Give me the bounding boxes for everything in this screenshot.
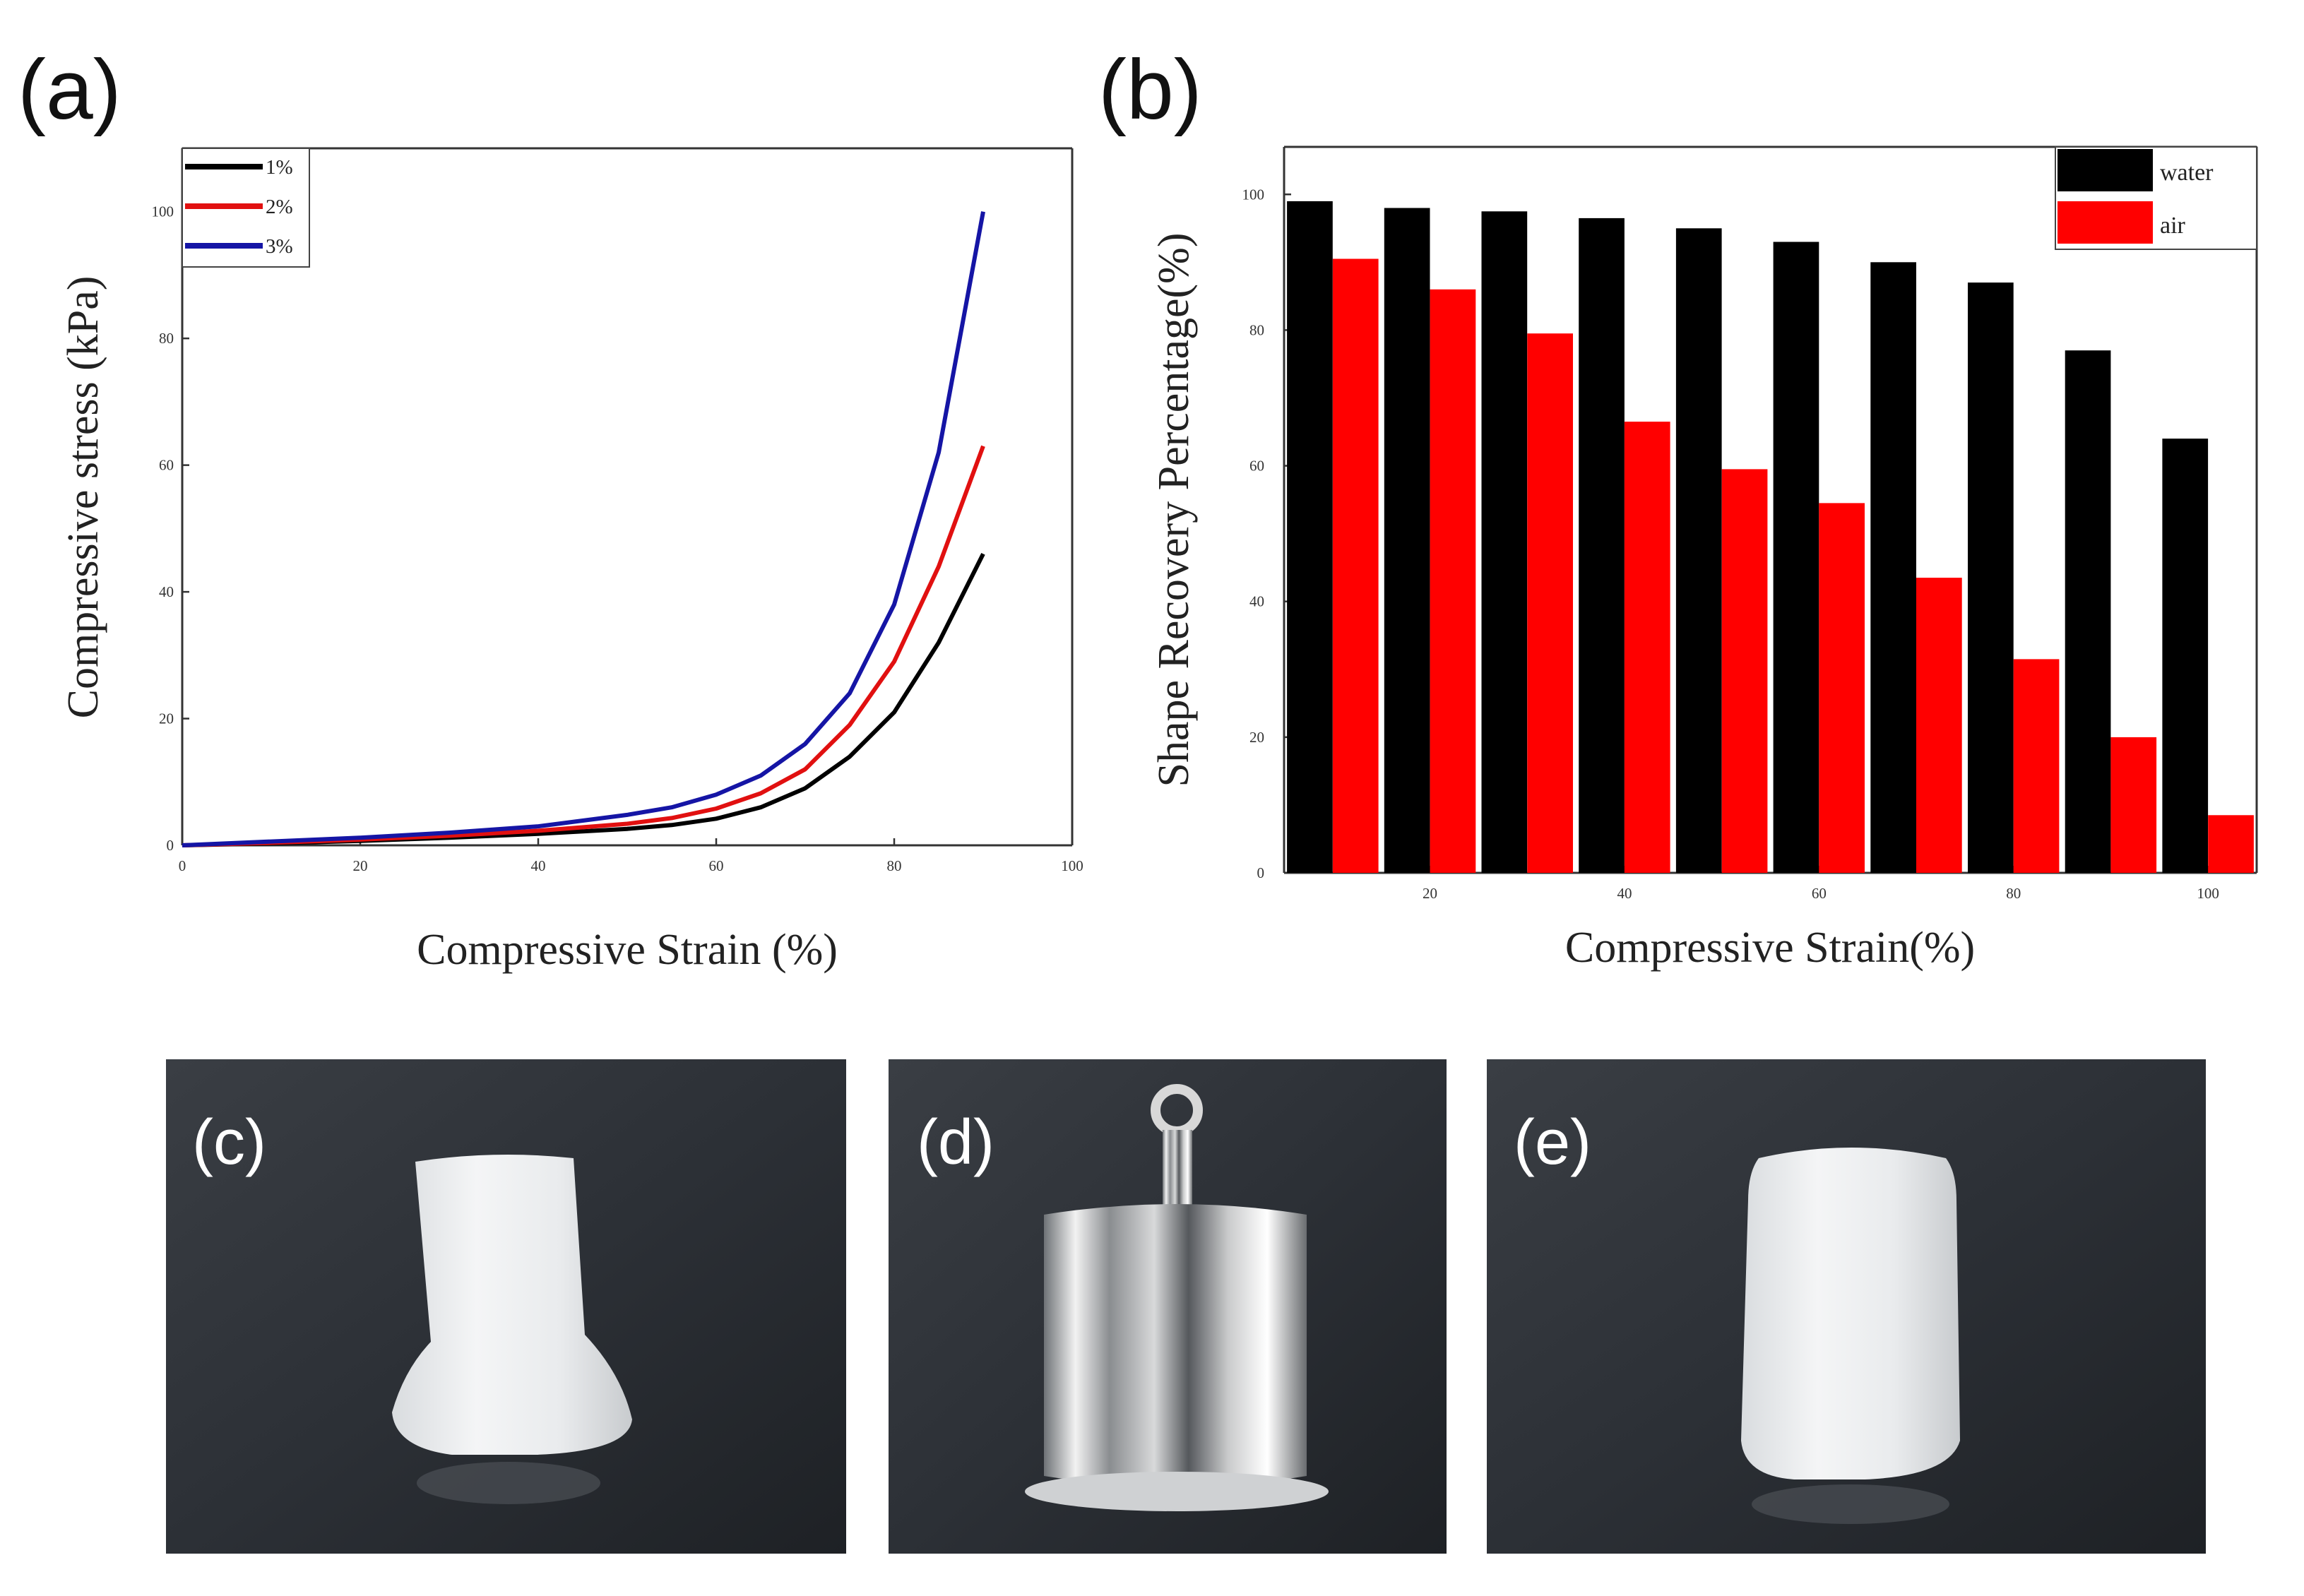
chart-b-bar-water	[1773, 242, 1819, 873]
chart-b-bar-water	[1870, 262, 1916, 873]
chart-a-series-line-3	[182, 211, 985, 847]
chart-b-ytick-label: 40	[1249, 593, 1264, 610]
photo-c-gel-sample	[392, 1155, 632, 1455]
chart-a-ytick-label: 0	[167, 837, 174, 854]
photo-c-gel-reflection	[417, 1462, 600, 1504]
chart-b-bars	[1287, 201, 2254, 874]
chart-b-bar-water	[2162, 439, 2209, 873]
chart-b-ytick-label: 0	[1257, 864, 1265, 881]
chart-b-bar-air	[1916, 578, 1962, 873]
chart-a-legend-label-1: 1%	[266, 156, 293, 179]
photo-d-weight-base	[1025, 1472, 1329, 1511]
chart-a-ytick-label: 20	[159, 710, 174, 727]
chart-b-bar-air	[1624, 422, 1670, 873]
chart-a-xtick-label: 40	[531, 857, 546, 874]
chart-b-bar-air	[1721, 469, 1768, 873]
photo-e: (e)	[1487, 1059, 2206, 1554]
chart-a-lines	[182, 211, 985, 847]
chart-a-ytick-label: 60	[159, 457, 174, 474]
chart-a-legend: 1% 2% 3%	[182, 148, 310, 268]
photo-d-weight-neck	[1163, 1130, 1192, 1208]
chart-b-bar-water	[1384, 208, 1430, 873]
chart-b-legend-label-air: air	[2160, 213, 2186, 239]
photo-e-gel-sample	[1741, 1148, 1960, 1479]
chart-a-series-line-2	[182, 445, 985, 847]
chart-b-bar-water	[1287, 201, 1333, 873]
chart-a-ytick-label: 100	[152, 203, 174, 220]
chart-b-xtick-label: 100	[2197, 885, 2219, 902]
chart-b-legend-swatch-water	[2057, 149, 2153, 191]
photo-d: (d)	[889, 1059, 1447, 1554]
chart-b-xtick-label: 60	[1812, 885, 1827, 902]
chart-b-bar-air	[1332, 258, 1379, 873]
chart-b-ytick-label: 80	[1249, 321, 1264, 338]
chart-b-bar-water	[1968, 282, 2014, 874]
photo-d-weight-body	[1044, 1204, 1307, 1487]
panel-label-c: (c)	[192, 1107, 266, 1178]
panel-label-a: (a)	[18, 42, 121, 137]
chart-a-xlabel: Compressive Strain (%)	[417, 926, 838, 974]
chart-b-legend: water air	[2055, 146, 2257, 250]
chart-a-ticks: 0 20 40 60 80 100 0 20 40 60 80 100	[152, 203, 1083, 874]
panel-label-e: (e)	[1514, 1107, 1591, 1178]
chart-b-bar-water	[1579, 218, 1625, 873]
chart-b-legend-swatch-air	[2057, 201, 2153, 244]
chart-a-xtick-label: 80	[887, 857, 902, 874]
chart-b-ytick-label: 100	[1242, 186, 1265, 203]
chart-a-xtick-label: 20	[353, 857, 368, 874]
chart-b-xtick-label: 40	[1617, 885, 1632, 902]
chart-a-ytick-label: 80	[159, 330, 174, 347]
chart-b: 0 20 40 60 80 100 20 40 60 80 100 water air Compre…	[1150, 145, 2258, 972]
chart-b-bar-air	[1430, 289, 1476, 873]
chart-b-xtick-label: 20	[1423, 885, 1437, 902]
chart-b-bar-air	[1819, 503, 1865, 873]
chart-b-legend-label-water: water	[2160, 160, 2214, 186]
chart-b-bar-air	[2013, 659, 2060, 873]
chart-a-series-line-1	[182, 552, 985, 847]
chart-b-bar-air	[2110, 737, 2157, 873]
chart-b-bar-water	[1675, 228, 1722, 873]
chart-a-legend-label-3: 3%	[266, 235, 293, 258]
chart-b-ytick-label: 20	[1249, 729, 1264, 746]
chart-b-bar-air	[1527, 333, 1573, 873]
chart-b-ytick-label: 60	[1249, 458, 1264, 475]
chart-a-ytick-label: 40	[159, 583, 174, 600]
photo-e-gel-reflection	[1752, 1484, 1949, 1524]
panel-label-b: (b)	[1098, 42, 1202, 137]
chart-b-ylabel: Shape Recovery Percentage(%)	[1150, 233, 1198, 787]
chart-b-bar-water	[1481, 211, 1528, 873]
panel-label-d: (d)	[917, 1107, 994, 1178]
chart-b-xlabel: Compressive Strain(%)	[1565, 924, 1975, 972]
chart-b-bar-air	[2208, 815, 2254, 873]
chart-b-bar-water	[2065, 350, 2111, 873]
chart-a-xtick-label: 0	[179, 857, 186, 874]
chart-b-xtick-label: 80	[2006, 885, 2021, 902]
chart-a: 0 20 40 60 80 100 0 20 40 60 80 100 1% 2% 3% Compre…	[59, 147, 1083, 974]
chart-a-xtick-label: 60	[709, 857, 724, 874]
chart-a-legend-label-2: 2%	[266, 196, 293, 218]
photo-c: (c)	[166, 1059, 846, 1554]
chart-b-ticks: 0 20 40 60 80 100 20 40 60 80 100	[1242, 186, 2219, 902]
chart-a-ylabel: Compressive stress (kPa)	[59, 276, 107, 719]
chart-a-xtick-label: 100	[1061, 857, 1083, 874]
